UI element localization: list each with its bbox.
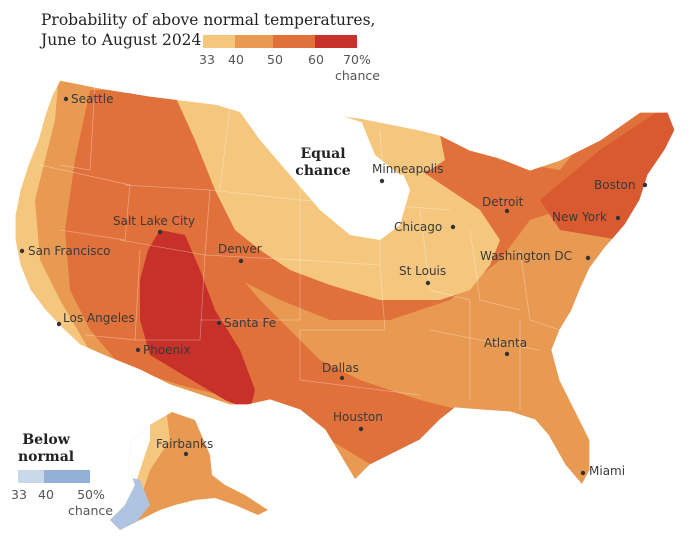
below-legend-unit: chance bbox=[68, 503, 113, 518]
city-dot-san-francisco bbox=[19, 248, 25, 254]
city-label-new-york: New York bbox=[552, 210, 607, 224]
city-dot-seattle bbox=[63, 96, 69, 102]
equal-chance-label-line2: chance bbox=[295, 163, 350, 179]
city-dot-miami bbox=[580, 470, 586, 476]
below-normal-title-line1: Below bbox=[22, 432, 70, 448]
city-dot-washington-dc bbox=[585, 255, 591, 261]
equal-chance-label-line1: Equal bbox=[300, 146, 345, 162]
city-dot-denver bbox=[238, 258, 244, 264]
city-label-los-angeles: Los Angeles bbox=[63, 311, 135, 325]
city-label-st-louis: St Louis bbox=[399, 264, 446, 278]
zone-33-40-lakes bbox=[360, 118, 445, 175]
below-legend-tick-33: 33 bbox=[11, 487, 27, 502]
zone-50-60-southwest bbox=[65, 90, 460, 470]
city-dot-salt-lake-city bbox=[157, 229, 163, 235]
legend-tick-50: 50 bbox=[267, 52, 283, 67]
legend-unit: chance bbox=[335, 68, 380, 83]
city-label-minneapolis: Minneapolis bbox=[372, 162, 444, 176]
legend-tick-60: 60 bbox=[308, 52, 324, 67]
map-title-line2: June to August 2024 bbox=[41, 31, 202, 49]
city-dot-minneapolis bbox=[379, 178, 385, 184]
legend-swatch-60-70 bbox=[315, 35, 357, 48]
city-dot-chicago bbox=[450, 224, 456, 230]
legend-tick-70: 70% bbox=[343, 52, 371, 67]
city-dot-new-york bbox=[615, 215, 621, 221]
city-label-san-francisco: San Francisco bbox=[28, 244, 110, 258]
city-dot-phoenix bbox=[135, 347, 141, 353]
below-legend-tick-40: 40 bbox=[38, 487, 54, 502]
zone-equal-chance bbox=[200, 100, 410, 240]
legend-tick-33: 33 bbox=[199, 52, 215, 67]
legend-tick-40: 40 bbox=[228, 52, 244, 67]
city-label-seattle: Seattle bbox=[71, 92, 113, 106]
city-dot-atlanta bbox=[504, 351, 510, 357]
city-dot-st-louis bbox=[425, 280, 431, 286]
city-dot-houston bbox=[358, 426, 364, 432]
city-label-denver: Denver bbox=[218, 242, 262, 256]
city-label-atlanta: Atlanta bbox=[484, 336, 527, 350]
city-dot-boston bbox=[642, 182, 648, 188]
city-label-washington-dc: Washington DC bbox=[480, 249, 572, 263]
city-label-detroit: Detroit bbox=[482, 195, 524, 209]
legend-swatch-33-40 bbox=[203, 35, 235, 48]
city-dot-los-angeles bbox=[56, 321, 62, 327]
map-title: Probability of above normal temperatures… bbox=[41, 10, 375, 50]
legend-swatch-40-50 bbox=[235, 35, 273, 48]
zone-60-70 bbox=[140, 230, 255, 410]
alaska bbox=[110, 412, 268, 530]
legend-swatch-50-60 bbox=[273, 35, 315, 48]
city-label-boston: Boston bbox=[594, 178, 635, 192]
city-dot-santa-fe bbox=[216, 320, 222, 326]
state-borders bbox=[39, 84, 561, 410]
city-label-miami: Miami bbox=[589, 464, 625, 478]
contiguous-us bbox=[15, 80, 675, 485]
city-label-fairbanks: Fairbanks bbox=[156, 437, 213, 451]
city-markers: Seattle San Francisco Los Angeles Phoeni… bbox=[19, 92, 648, 478]
city-label-houston: Houston bbox=[333, 410, 383, 424]
city-label-salt-lake-city: Salt Lake City bbox=[113, 214, 195, 228]
city-label-santa-fe: Santa Fe bbox=[224, 316, 276, 330]
below-normal-title-line2: normal bbox=[18, 449, 75, 465]
city-label-chicago: Chicago bbox=[394, 220, 442, 234]
city-dot-detroit bbox=[504, 208, 510, 214]
below-legend-swatch-33-40 bbox=[18, 470, 44, 483]
city-dot-fairbanks bbox=[183, 451, 189, 457]
below-legend-tick-50: 50% bbox=[77, 487, 105, 502]
map-title-line1: Probability of above normal temperatures… bbox=[41, 11, 376, 29]
city-dot-dallas bbox=[339, 375, 345, 381]
below-legend-swatch-40-50 bbox=[44, 470, 90, 483]
below-normal-title: Below normal bbox=[18, 432, 74, 466]
city-label-dallas: Dallas bbox=[322, 361, 359, 375]
city-label-phoenix: Phoenix bbox=[143, 343, 191, 357]
